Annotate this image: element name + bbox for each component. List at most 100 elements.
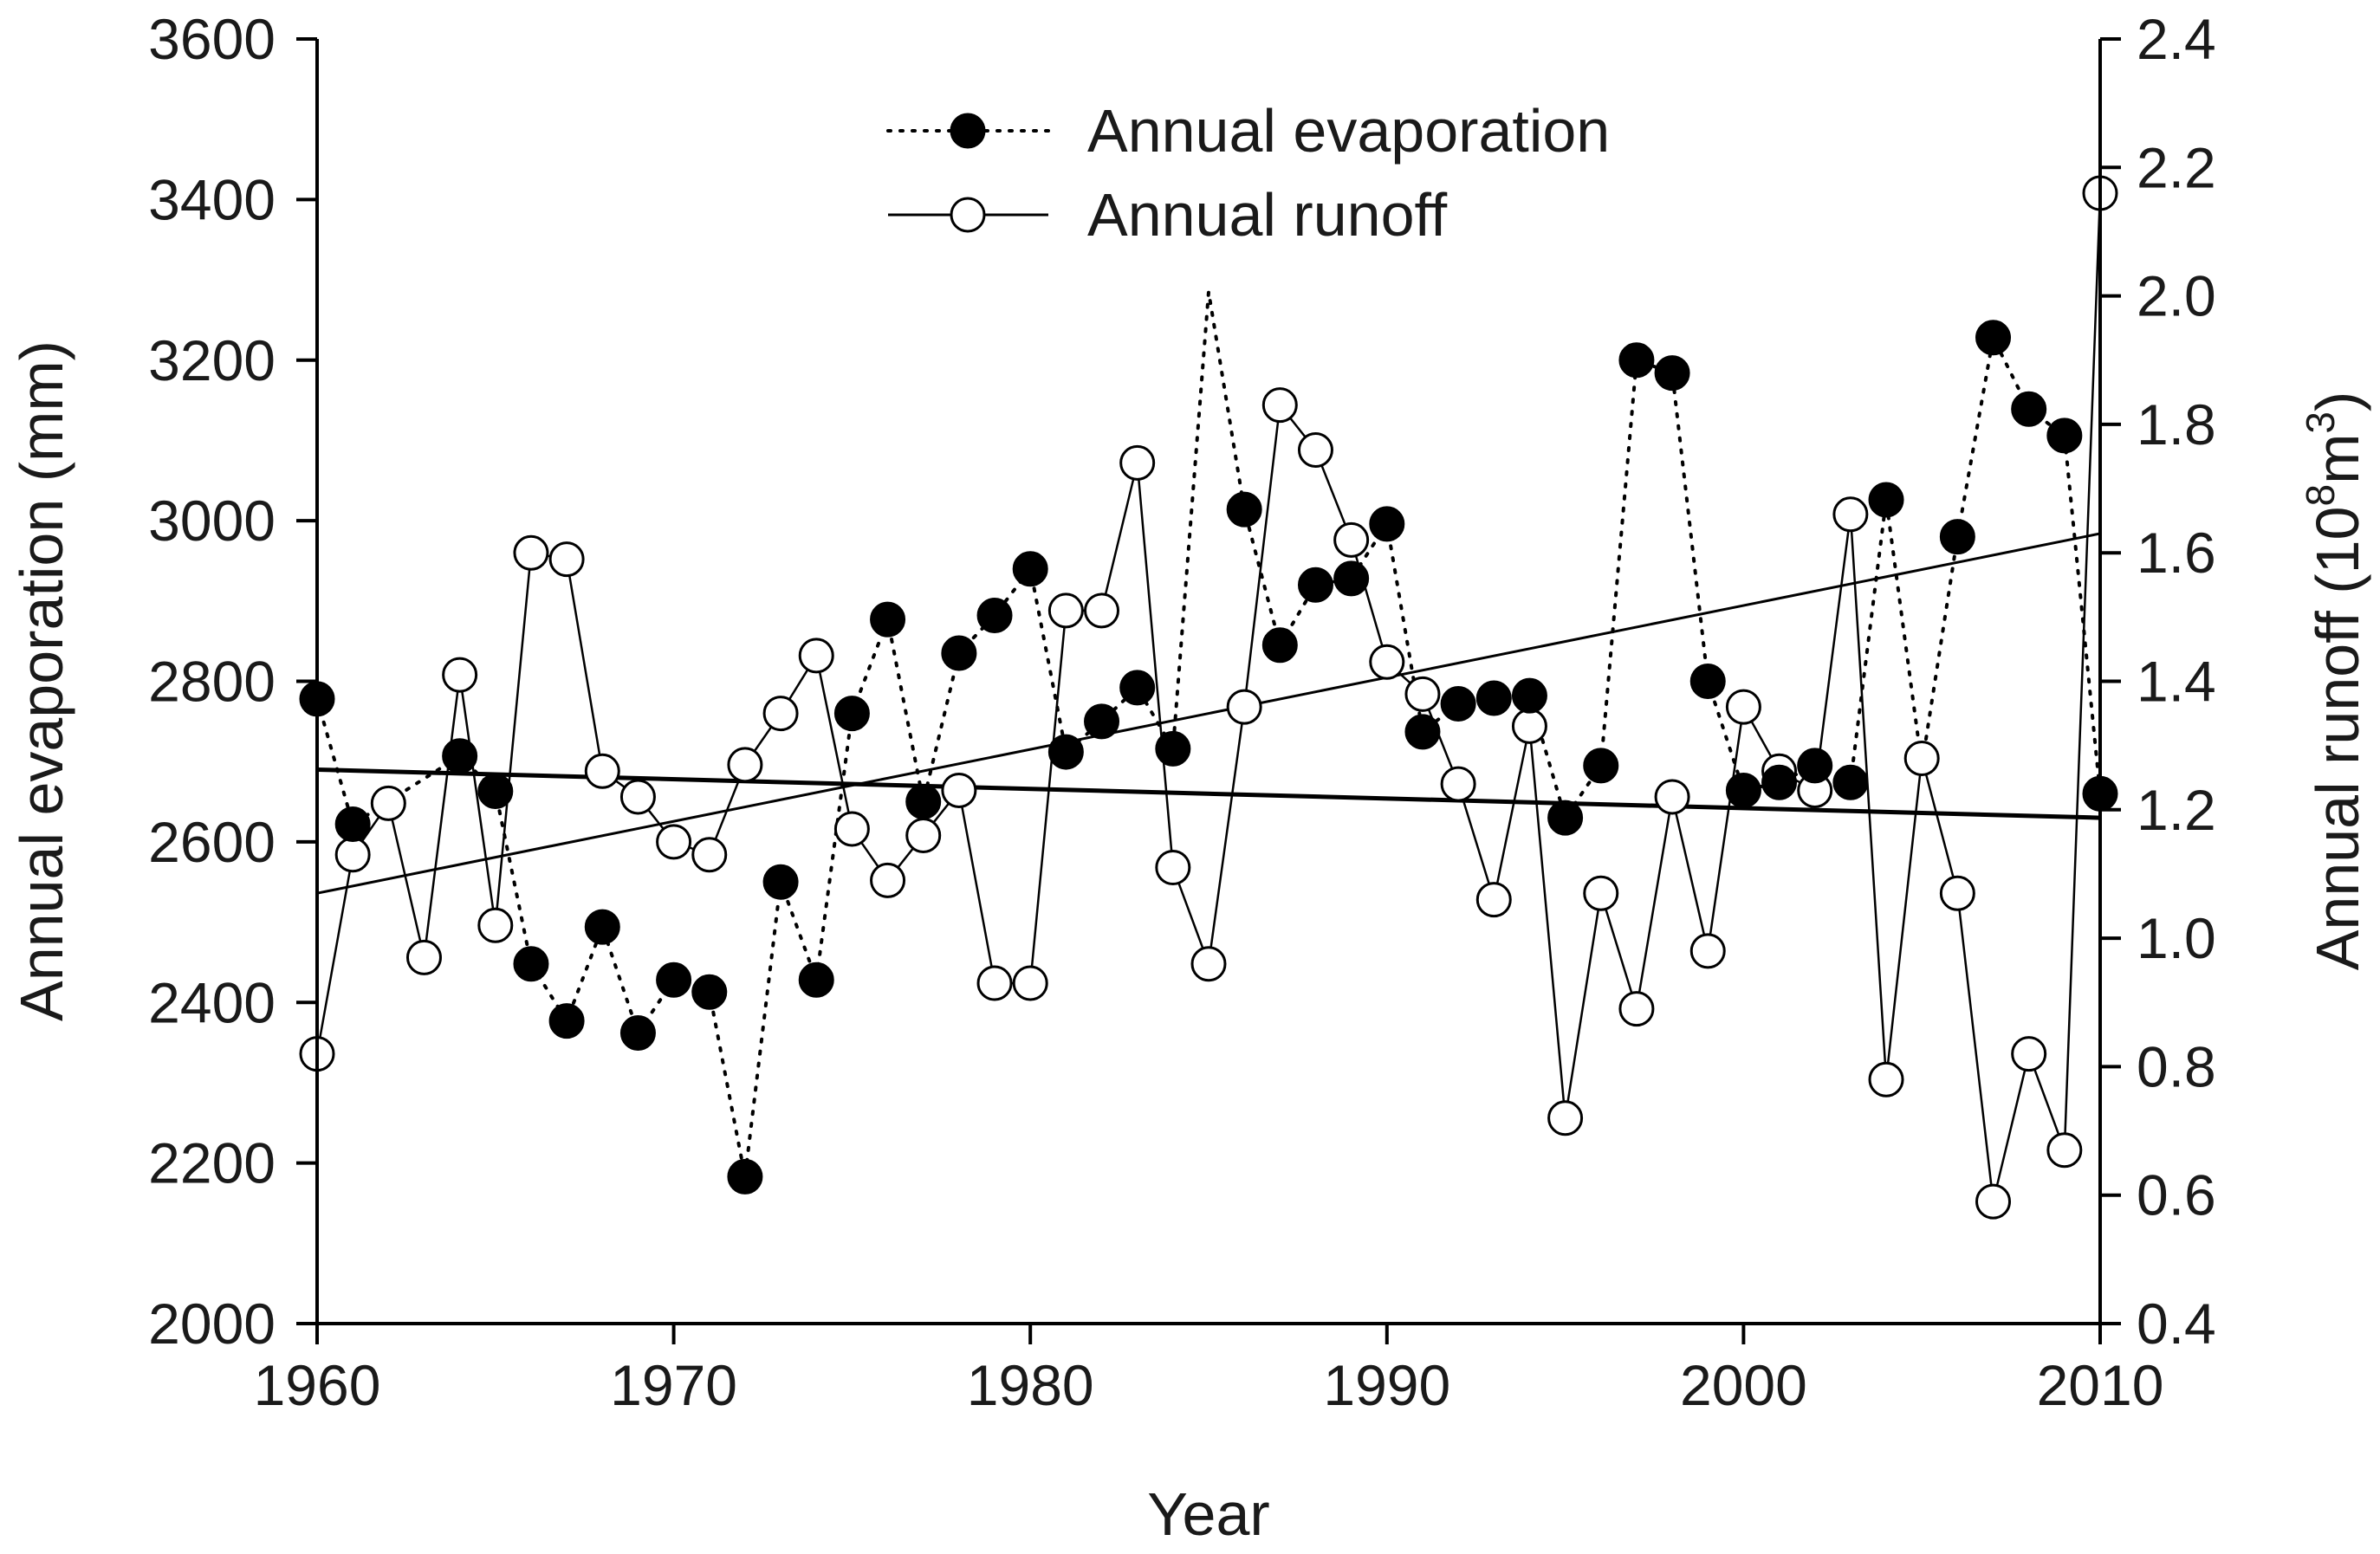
evaporation-point [1547, 800, 1584, 836]
runoff-point [727, 747, 763, 783]
runoff-point [370, 785, 406, 821]
legend-runoff-marker [950, 197, 986, 233]
legend-evaporation-marker [950, 113, 986, 149]
runoff-point [941, 773, 977, 809]
runoff-point [833, 811, 870, 847]
y-left-tick-label: 3200 [148, 328, 276, 392]
evaporation-point [1297, 567, 1333, 603]
runoff-point [762, 696, 799, 732]
runoff-point [1583, 875, 1619, 911]
evaporation-point [1975, 320, 2012, 356]
evaporation-point [1440, 685, 1476, 722]
runoff-point [1119, 444, 1156, 481]
evaporation-point [1012, 551, 1048, 587]
evaporation-point [442, 738, 478, 774]
runoff-point [1475, 882, 1512, 918]
evaporation-point [1369, 506, 1405, 542]
x-tick-label: 1990 [1323, 1353, 1450, 1417]
runoff-trend [316, 532, 2101, 895]
evaporation-point [334, 806, 371, 842]
y-axis-right-title-suffix: ) [2304, 392, 2371, 411]
evaporation-point [905, 784, 942, 820]
y-left-tick-label: 3000 [148, 489, 276, 553]
evaporation-point [1618, 342, 1655, 379]
evaporation-point [798, 962, 834, 998]
evaporation-point [833, 696, 870, 732]
runoff-point [2046, 1132, 2083, 1169]
runoff-point [513, 534, 549, 571]
evaporation-point [1119, 670, 1156, 706]
runoff-point [1618, 991, 1655, 1027]
y-axis-right-title-exp1: 8 [2298, 484, 2343, 507]
evaporation-point [1725, 773, 1761, 809]
y-right-tick-label: 1.0 [2137, 906, 2216, 970]
evaporation-point [548, 1003, 585, 1039]
y-right-tick-label: 1.4 [2137, 650, 2216, 714]
runoff-point [619, 779, 656, 815]
runoff-point [405, 939, 442, 975]
runoff-point [1903, 740, 1940, 776]
evaporation-point [1939, 519, 1975, 555]
series-layer [299, 175, 2118, 1220]
runoff-point [442, 657, 478, 693]
y-right-tick-label: 1.2 [2137, 778, 2216, 842]
x-tick-label: 2000 [1680, 1353, 1807, 1417]
y-left-tick-label: 2600 [148, 810, 276, 874]
runoff-point [1226, 689, 1262, 725]
runoff-point [1369, 644, 1405, 680]
evaporation-point [619, 1014, 656, 1051]
evaporation-point [513, 946, 549, 982]
y-right-tick-label: 0.4 [2137, 1292, 2216, 1356]
evaporation-point [584, 909, 620, 945]
evaporation-point [976, 597, 1013, 633]
evaporation-point [1155, 730, 1191, 767]
x-tick-label: 1980 [967, 1353, 1094, 1417]
x-tick-label: 2010 [2037, 1353, 2164, 1417]
evaporation-point [1047, 734, 1084, 770]
evaporation-point [1511, 677, 1547, 714]
legend-evaporation-label: Annual evaporation [1087, 97, 1610, 165]
evaporation-point [870, 601, 906, 638]
evaporation-point [691, 974, 728, 1010]
runoff-point [1261, 387, 1298, 424]
y-right-tick-label: 2.2 [2137, 135, 2216, 199]
runoff-point [691, 837, 728, 873]
runoff-point [334, 837, 371, 873]
ticks: 1960 1970 1980 1990 2000 2010 2000 2200 2400 2600… [148, 7, 2216, 1417]
y-right-tick-label: 2.0 [2137, 264, 2216, 328]
runoff-point [1975, 1183, 2012, 1220]
y-left-tick-label: 3400 [148, 167, 276, 231]
runoff-point [1440, 766, 1476, 802]
evaporation-point [1761, 764, 1798, 800]
legend: Annual evaporation Annual runoff [886, 97, 1610, 249]
evaporation-point [1475, 680, 1512, 716]
y-right-tick-label: 2.4 [2137, 7, 2216, 71]
runoff-point [1689, 933, 1726, 969]
runoff-point [1155, 850, 1191, 886]
y-right-tick-label: 0.6 [2137, 1163, 2216, 1227]
runoff-point [656, 824, 692, 860]
evaporation-point [1404, 714, 1441, 750]
y-axis-left-title: Annual evaporation (mm) [8, 340, 75, 1021]
runoff-point [1084, 592, 1120, 629]
runoff-point [1012, 965, 1048, 1001]
evaporation-point [1868, 482, 1904, 518]
evaporation-point [1226, 491, 1262, 528]
evaporation-point [2046, 418, 2083, 454]
y-axis-right-title-prefix: Annual runoff (10 [2304, 507, 2371, 971]
y-left-tick-label: 2000 [148, 1292, 276, 1356]
evaporation-point [762, 864, 799, 900]
y-right-tick-label: 1.6 [2137, 521, 2216, 585]
evaporation-point [1333, 560, 1370, 597]
evaporation-point [477, 773, 514, 809]
runoff-point [905, 817, 942, 853]
runoff-point [1190, 946, 1227, 982]
runoff-point [976, 965, 1013, 1001]
evaporation-point [1583, 748, 1619, 784]
y-left-tick-label: 2400 [148, 970, 276, 1034]
runoff-point [1832, 496, 1869, 533]
evaporation-point [1832, 764, 1869, 800]
x-tick-label: 1960 [254, 1353, 381, 1417]
